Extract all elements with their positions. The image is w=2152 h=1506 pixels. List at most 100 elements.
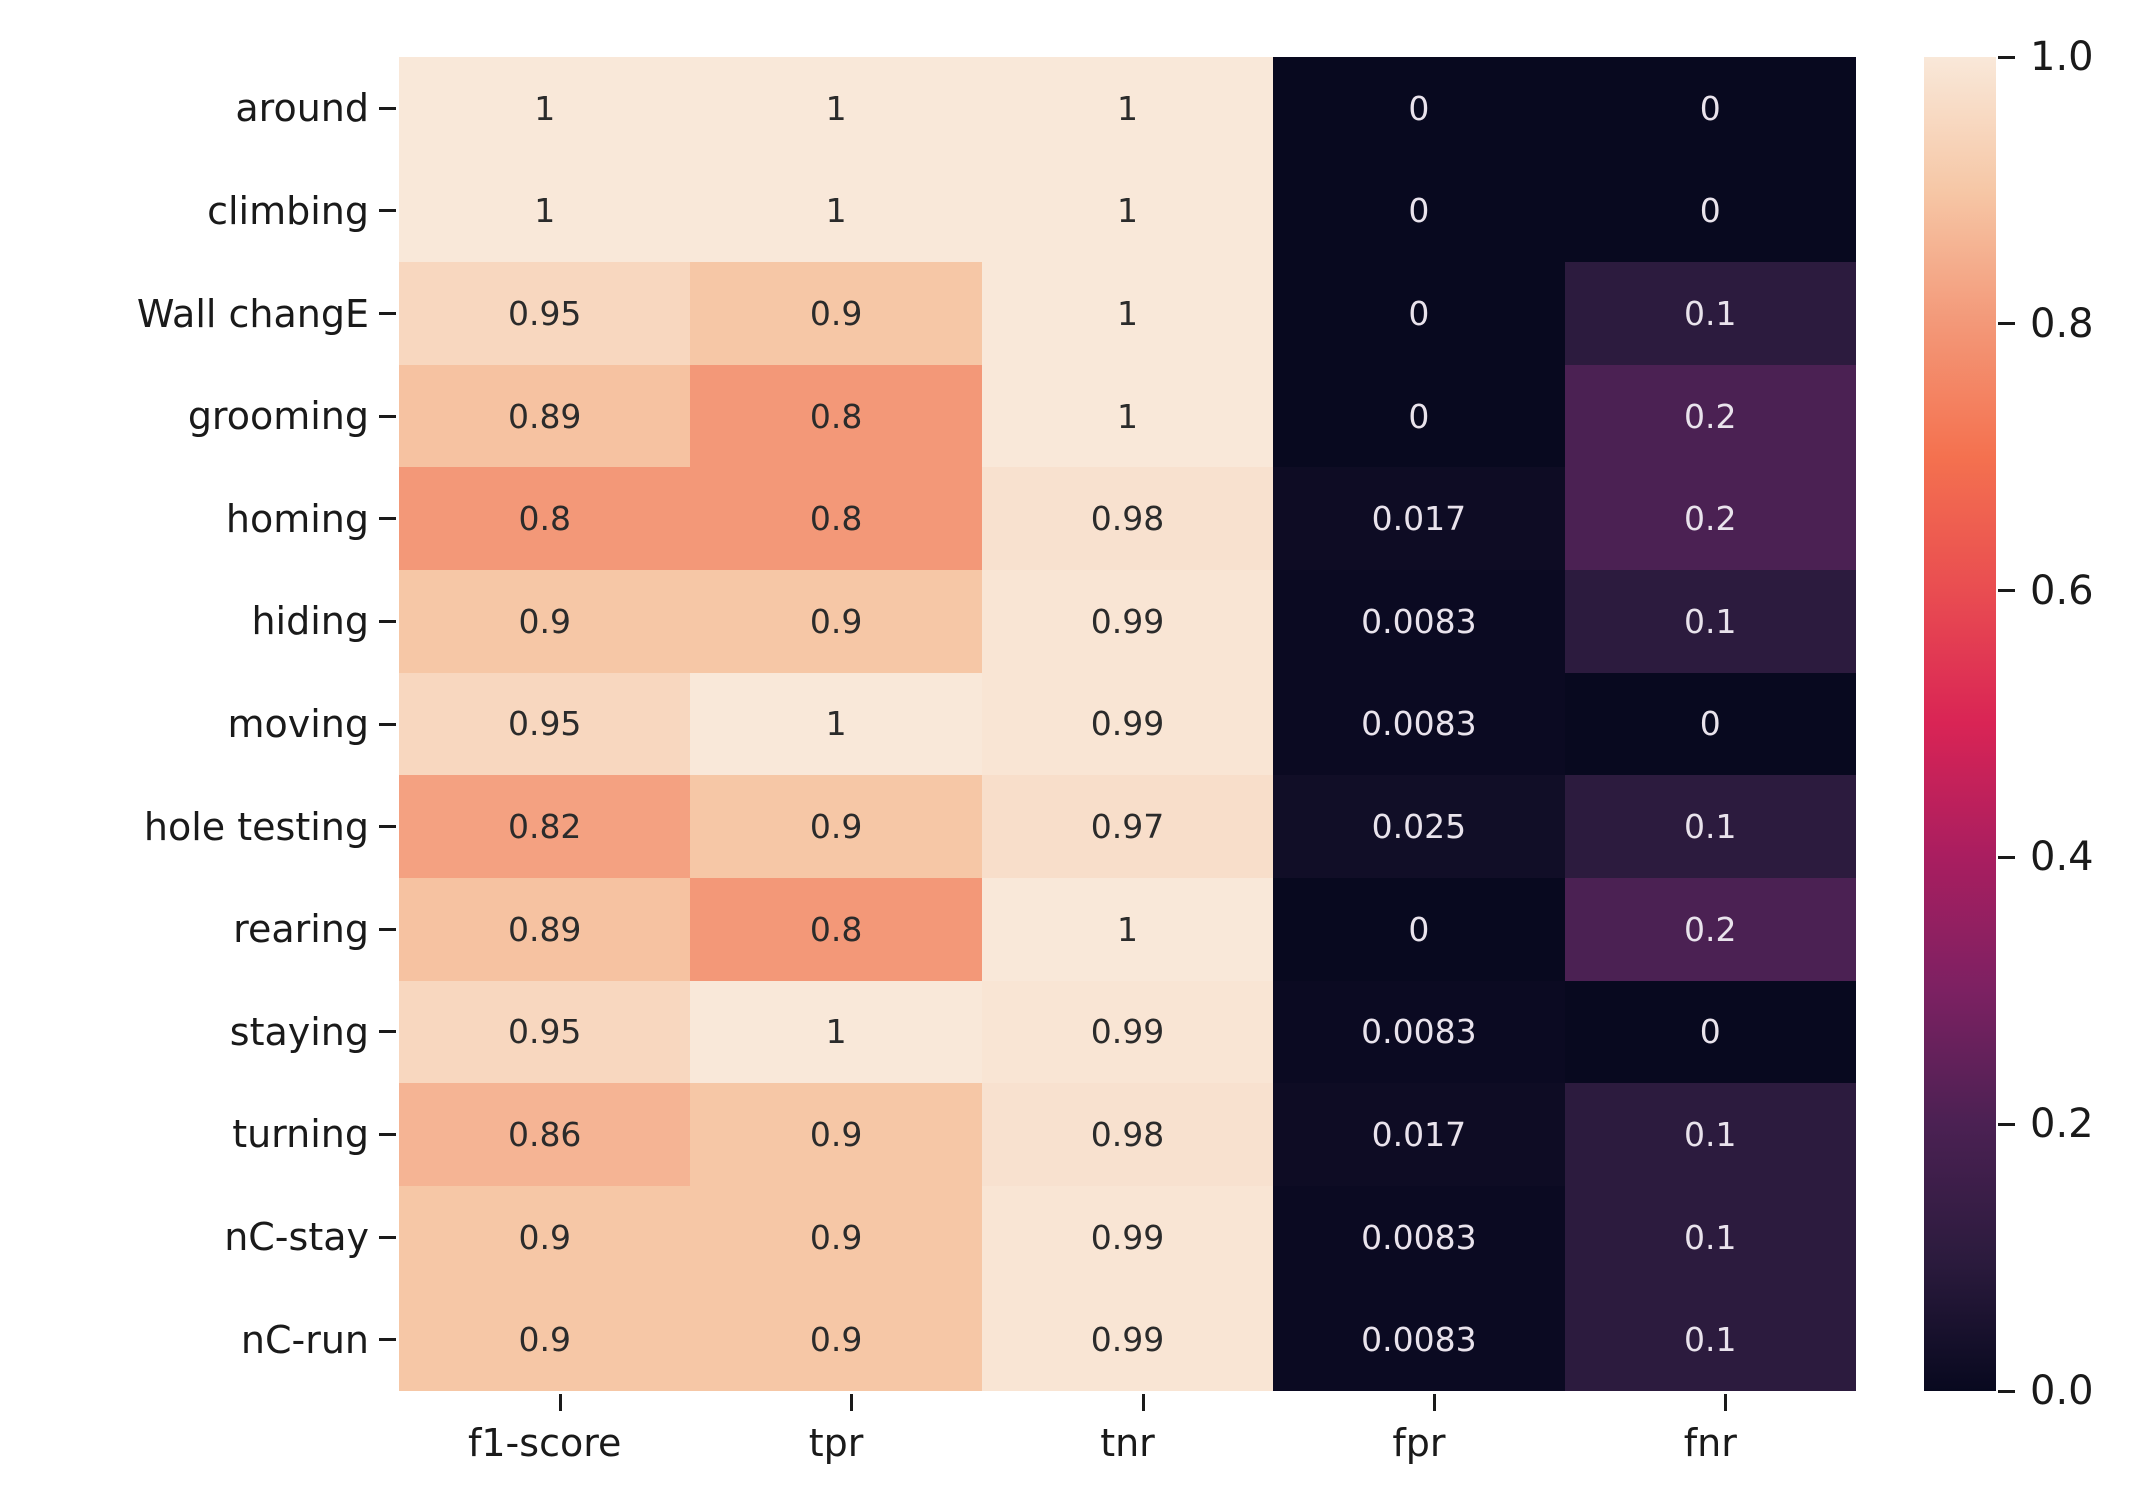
heatmap-cell: 0.0083: [1273, 672, 1565, 776]
heatmap-cell: 0: [1273, 877, 1565, 981]
heatmap-cell: 0.97: [981, 775, 1274, 878]
heatmap-cell: 0.9: [399, 1288, 691, 1391]
y-tick-label: hole testing: [143, 804, 369, 849]
colorbar-tick-label: 0.4: [2030, 834, 2094, 881]
y-tick-mark: [379, 414, 396, 418]
y-tick-mark: [379, 825, 396, 829]
y-tick-mark: [379, 1235, 396, 1239]
heatmap-cell: 0.86: [399, 1083, 691, 1186]
heatmap-cell: 0.8: [399, 467, 691, 571]
colorbar-tick-mark: [1998, 589, 2015, 593]
heatmap-cell: 0.0083: [1273, 570, 1565, 673]
heatmap-cell: 0.98: [981, 467, 1274, 571]
y-tick-mark: [379, 1338, 396, 1342]
y-tick-label: around: [235, 86, 369, 131]
y-tick-mark: [379, 106, 396, 110]
colorbar-tick-mark: [1998, 1389, 2015, 1393]
y-tick-mark: [379, 312, 396, 316]
colorbar-tick-label: 0.2: [2030, 1101, 2094, 1148]
colorbar-tick-label: 0.0: [2030, 1368, 2094, 1414]
colorbar-gradient: [1924, 57, 1996, 1391]
heatmap-cell: 0.1: [1564, 1083, 1856, 1186]
y-tick-mark: [379, 517, 396, 521]
heatmap-cell: 0.025: [1273, 775, 1565, 878]
heatmap-cell: 0.017: [1273, 467, 1565, 571]
heatmap-cell: 0.8: [690, 877, 982, 981]
y-tick-mark: [379, 209, 396, 213]
y-tick-label: grooming: [187, 394, 369, 439]
heatmap-cell: 0.9: [399, 570, 691, 673]
heatmap-cell: 0.1: [1564, 1288, 1856, 1391]
y-tick-mark: [379, 619, 396, 623]
y-tick-label: staying: [229, 1009, 369, 1054]
y-tick-label: Wall changE: [136, 291, 369, 336]
heatmap-cell: 0.1: [1564, 262, 1856, 365]
heatmap-cell: 1: [981, 877, 1274, 981]
colorbar-tick-label: 0.6: [2030, 567, 2094, 614]
heatmap-cell: 0.1: [1564, 775, 1856, 878]
y-tick-label: rearing: [233, 907, 369, 952]
heatmap-cell: 0.82: [399, 775, 691, 878]
heatmap-cell: 0.89: [399, 877, 691, 981]
heatmap-cell: 0.99: [981, 1185, 1274, 1289]
x-tick-label: fnr: [1683, 1421, 1737, 1465]
heatmap-cell: 1: [981, 364, 1274, 468]
heatmap-cell: 0.99: [981, 1288, 1274, 1391]
y-tick-mark: [379, 722, 396, 726]
heatmap-cell: 0.98: [981, 1083, 1274, 1186]
x-tick-mark: [1724, 1394, 1728, 1411]
heatmap-cell: 0.2: [1564, 364, 1856, 468]
heatmap-cell: 0: [1564, 672, 1856, 776]
heatmap-cell: 0.89: [399, 364, 691, 468]
colorbar-tick-mark: [1998, 855, 2015, 859]
heatmap-cell: 1: [690, 57, 982, 160]
y-tick-mark: [379, 1030, 396, 1034]
heatmap-cell: 0.0083: [1273, 1288, 1565, 1391]
heatmap-cell: 0: [1564, 159, 1856, 263]
colorbar-tick-mark: [1998, 55, 2015, 59]
y-tick-label: nC-stay: [224, 1215, 369, 1260]
heatmap-cell: 0.2: [1564, 877, 1856, 981]
y-tick-label: hiding: [251, 599, 369, 644]
y-tick-label: homing: [225, 496, 369, 541]
x-tick-label: tnr: [1100, 1421, 1155, 1465]
heatmap-cell: 0: [1273, 57, 1565, 160]
colorbar-tick-label: 1.0: [2030, 34, 2094, 80]
heatmap-cell: 0.99: [981, 980, 1274, 1084]
x-tick-mark: [558, 1394, 562, 1411]
heatmap-cell: 0.8: [690, 467, 982, 571]
heatmap-cell: 1: [399, 159, 691, 263]
colorbar-tick-label: 0.8: [2030, 300, 2094, 347]
x-tick-label: fpr: [1392, 1421, 1446, 1465]
heatmap-cell: 0.8: [690, 364, 982, 468]
heatmap-cell: 0.2: [1564, 467, 1856, 571]
y-tick-label: nC-run: [240, 1317, 369, 1362]
heatmap-cell: 1: [690, 672, 982, 776]
heatmap-cell: 0.95: [399, 262, 691, 365]
heatmap-cell: 0.95: [399, 672, 691, 776]
y-tick-mark: [379, 1132, 396, 1136]
x-tick-mark: [1141, 1394, 1145, 1411]
heatmap-cell: 0.1: [1564, 570, 1856, 673]
heatmap-cell: 0.95: [399, 980, 691, 1084]
y-tick-mark: [379, 927, 396, 931]
heatmap-cell: 0.017: [1273, 1083, 1565, 1186]
heatmap-cell: 0.0083: [1273, 1185, 1565, 1289]
heatmap-cell: 0.9: [690, 570, 982, 673]
heatmap-cell: 0.9: [399, 1185, 691, 1289]
heatmap-cell: 0: [1273, 364, 1565, 468]
y-tick-label: climbing: [207, 188, 369, 233]
colorbar-tick-mark: [1998, 322, 2015, 326]
colorbar-tick-mark: [1998, 1122, 2015, 1126]
x-tick-label: f1-score: [468, 1421, 622, 1465]
heatmap-cell: 1: [690, 159, 982, 263]
heatmap-cell: 0.1: [1564, 1185, 1856, 1289]
heatmap-cell: 1: [981, 57, 1274, 160]
heatmap-cell: 1: [690, 980, 982, 1084]
heatmap-grid: 1 1 1 0 0 1 1 1 0 0 0.95 0.9 1 0 0.1 0.89 0.8 1 0 0.2 0.8 0.8…: [399, 57, 1856, 1391]
y-tick-label: turning: [232, 1112, 369, 1157]
x-tick-mark: [1432, 1394, 1436, 1411]
heatmap-cell: 0.9: [690, 1185, 982, 1289]
heatmap-cell: 0.99: [981, 570, 1274, 673]
